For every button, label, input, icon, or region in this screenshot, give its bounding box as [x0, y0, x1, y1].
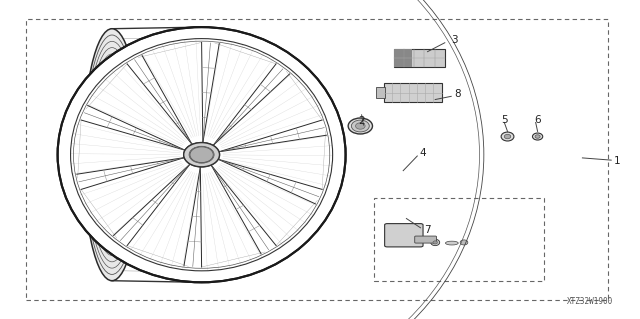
Ellipse shape — [355, 123, 365, 129]
Ellipse shape — [532, 133, 543, 140]
Ellipse shape — [433, 241, 438, 244]
Bar — [384, 83, 442, 102]
Ellipse shape — [58, 27, 346, 282]
Ellipse shape — [431, 239, 440, 246]
Bar — [376, 87, 385, 98]
Ellipse shape — [535, 135, 540, 138]
Text: 8: 8 — [454, 89, 461, 99]
Text: 3: 3 — [451, 35, 458, 45]
Ellipse shape — [184, 143, 220, 167]
Ellipse shape — [348, 118, 372, 134]
Ellipse shape — [189, 146, 214, 163]
Text: 5: 5 — [501, 115, 508, 125]
FancyBboxPatch shape — [385, 224, 423, 247]
Bar — [394, 49, 412, 67]
Text: 4: 4 — [419, 148, 426, 158]
Bar — [26, 19, 608, 300]
Bar — [394, 49, 445, 67]
Text: 2: 2 — [358, 116, 365, 126]
Bar — [374, 198, 544, 281]
Text: 1: 1 — [614, 156, 621, 166]
Ellipse shape — [504, 134, 511, 139]
Ellipse shape — [460, 240, 468, 245]
Ellipse shape — [445, 241, 458, 245]
Ellipse shape — [190, 147, 213, 163]
Ellipse shape — [83, 29, 141, 281]
Text: XTZ32W1900: XTZ32W1900 — [567, 297, 613, 306]
Ellipse shape — [184, 143, 220, 167]
Ellipse shape — [501, 132, 514, 141]
FancyBboxPatch shape — [415, 236, 436, 243]
Ellipse shape — [351, 120, 369, 132]
Text: 7: 7 — [424, 225, 431, 235]
Text: 6: 6 — [534, 115, 541, 125]
